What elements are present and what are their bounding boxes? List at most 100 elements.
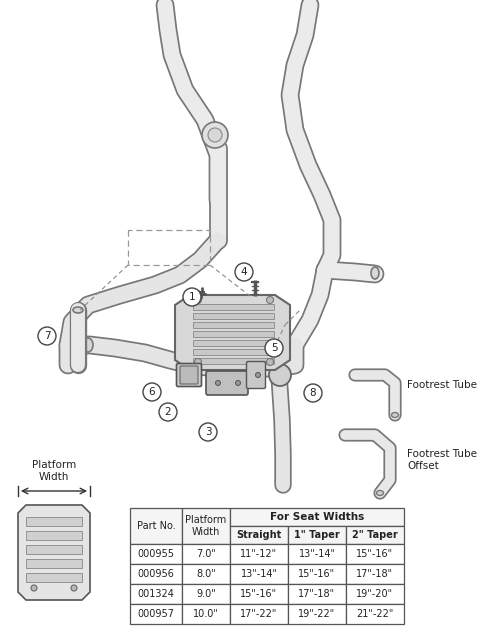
Bar — [130, 564, 182, 584]
Text: Footrest Tube
Offset: Footrest Tube Offset — [407, 449, 477, 471]
Text: Footrest Tube: Footrest Tube — [407, 380, 477, 390]
Text: 11"-12": 11"-12" — [240, 549, 278, 559]
Text: 5: 5 — [270, 343, 278, 353]
Circle shape — [31, 585, 37, 591]
Circle shape — [159, 403, 177, 421]
Polygon shape — [193, 349, 274, 355]
Bar — [346, 584, 404, 604]
Text: 17"-18": 17"-18" — [356, 569, 394, 579]
Text: For Seat Widths: For Seat Widths — [270, 512, 364, 522]
Circle shape — [208, 128, 222, 142]
Text: Platform
Width: Platform Width — [186, 515, 226, 537]
Circle shape — [235, 263, 253, 281]
Polygon shape — [26, 531, 82, 540]
Circle shape — [304, 384, 322, 402]
FancyBboxPatch shape — [206, 371, 248, 395]
Circle shape — [266, 359, 274, 366]
Text: 17"-22": 17"-22" — [240, 609, 278, 619]
Circle shape — [265, 339, 283, 357]
Polygon shape — [175, 295, 290, 370]
Bar — [182, 564, 230, 584]
Bar — [346, 544, 404, 564]
Text: 19"-22": 19"-22" — [298, 609, 336, 619]
Circle shape — [194, 297, 202, 304]
Circle shape — [269, 364, 291, 386]
Text: 19"-20": 19"-20" — [356, 589, 394, 599]
Circle shape — [199, 423, 217, 441]
Ellipse shape — [392, 413, 398, 417]
Bar — [230, 564, 288, 584]
Circle shape — [194, 359, 202, 366]
Circle shape — [143, 383, 161, 401]
Text: Platform
Width: Platform Width — [32, 460, 76, 482]
Text: Straight: Straight — [236, 530, 282, 540]
Text: 8.0": 8.0" — [196, 569, 216, 579]
Text: 2" Taper: 2" Taper — [352, 530, 398, 540]
Polygon shape — [193, 340, 274, 346]
Text: 7.0": 7.0" — [196, 549, 216, 559]
Bar — [182, 604, 230, 624]
Polygon shape — [193, 322, 274, 328]
Polygon shape — [193, 358, 274, 364]
Text: Part No.: Part No. — [136, 521, 175, 531]
Circle shape — [216, 380, 220, 385]
Circle shape — [256, 373, 260, 377]
Text: 3: 3 — [204, 427, 212, 437]
Ellipse shape — [376, 490, 384, 495]
Text: 000956: 000956 — [138, 569, 174, 579]
Text: 8: 8 — [310, 388, 316, 398]
FancyBboxPatch shape — [180, 366, 198, 384]
Text: 10.0": 10.0" — [193, 609, 219, 619]
Ellipse shape — [73, 307, 83, 313]
Ellipse shape — [371, 267, 379, 279]
Bar — [230, 544, 288, 564]
Text: 6: 6 — [148, 387, 156, 397]
Bar — [130, 604, 182, 624]
Text: 1: 1 — [188, 292, 196, 302]
Polygon shape — [193, 331, 274, 337]
Polygon shape — [193, 313, 274, 319]
Circle shape — [38, 327, 56, 345]
Text: 15"-16": 15"-16" — [240, 589, 278, 599]
Bar — [288, 604, 346, 624]
Polygon shape — [18, 505, 90, 600]
Text: 2: 2 — [164, 407, 172, 417]
Ellipse shape — [83, 338, 93, 352]
Bar — [182, 584, 230, 604]
Text: 000955: 000955 — [138, 549, 174, 559]
Bar — [288, 526, 346, 544]
Text: 4: 4 — [240, 267, 248, 277]
Bar — [230, 526, 288, 544]
Polygon shape — [193, 304, 274, 310]
Text: 17"-18": 17"-18" — [298, 589, 336, 599]
Polygon shape — [26, 573, 82, 582]
Bar — [288, 544, 346, 564]
Text: 15"-16": 15"-16" — [356, 549, 394, 559]
Text: 9.0": 9.0" — [196, 589, 216, 599]
Bar — [230, 604, 288, 624]
Text: 000957: 000957 — [138, 609, 174, 619]
Polygon shape — [26, 517, 82, 526]
Bar — [130, 584, 182, 604]
Bar — [346, 526, 404, 544]
Bar — [288, 584, 346, 604]
Bar — [130, 508, 182, 544]
Bar — [288, 564, 346, 584]
Bar — [182, 544, 230, 564]
Text: 13"-14": 13"-14" — [240, 569, 278, 579]
Bar — [130, 544, 182, 564]
Circle shape — [236, 380, 240, 385]
Text: 7: 7 — [44, 331, 51, 341]
Circle shape — [183, 288, 201, 306]
Bar — [230, 508, 404, 526]
Bar — [230, 584, 288, 604]
FancyBboxPatch shape — [176, 363, 202, 387]
Circle shape — [71, 585, 77, 591]
Text: 15"-16": 15"-16" — [298, 569, 336, 579]
Bar — [182, 508, 230, 544]
Text: 001324: 001324 — [138, 589, 174, 599]
Polygon shape — [26, 545, 82, 554]
FancyBboxPatch shape — [246, 361, 266, 389]
Polygon shape — [26, 559, 82, 568]
Circle shape — [266, 297, 274, 304]
